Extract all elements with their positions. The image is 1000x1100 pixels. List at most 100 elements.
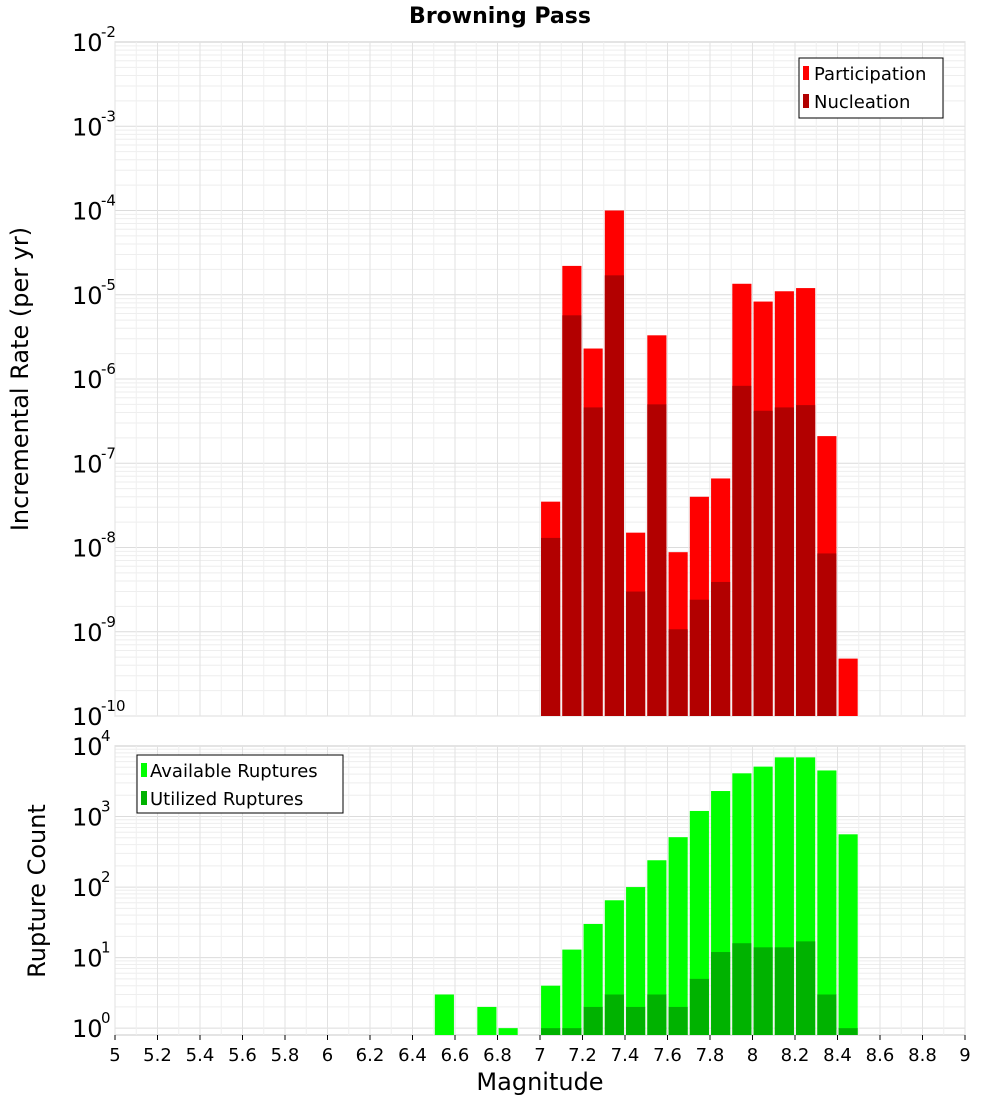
legend-swatch-participation [803,66,809,80]
bar-utilized-ruptures-17 [838,1028,858,1035]
bar-nucleation-0 [541,537,561,716]
y-tick-label: 10 [72,945,103,973]
bar-available-ruptures-9 [668,837,688,1035]
legend-label-participation: Participation [814,64,926,85]
bar-nucleation-13 [817,553,837,716]
bar-available-ruptures-16 [817,770,837,1035]
y-tick-exponent: 4 [101,727,111,745]
y-tick-exponent: 3 [101,798,111,816]
x-tick-label: 6.2 [356,1045,385,1066]
x-tick-label: 6.8 [483,1045,512,1066]
top-grid [114,42,966,717]
bar-nucleation-3 [604,275,624,716]
y-tick-label: 10 [72,804,103,832]
bar-nucleation-1 [562,315,582,716]
bar-utilized-ruptures-9 [668,1006,688,1035]
legend-label-nucleation: Nucleation [814,92,910,113]
x-tick-label: 5.2 [143,1045,172,1066]
x-tick-label: 7.8 [696,1045,725,1066]
bar-available-ruptures-17 [838,834,858,1035]
y-tick-exponent: -4 [101,192,116,210]
x-tick-label: 6.4 [398,1045,427,1066]
bar-available-ruptures-2 [498,1028,518,1035]
x-tick-label: 5 [109,1045,120,1066]
x-axis-title: Magnitude [476,1068,603,1096]
x-tick-label: 6 [322,1045,333,1066]
y-tick-exponent: -2 [101,23,116,41]
x-tick-label: 7 [534,1045,545,1066]
top-y-axis-title: Incremental Rate (per yr) [6,227,34,531]
y-tick-label: 10 [72,703,103,731]
bar-utilized-ruptures-14 [774,947,794,1035]
y-tick-label: 10 [72,1015,103,1043]
x-tick-label: 8.4 [823,1045,852,1066]
bar-utilized-ruptures-4 [562,1028,582,1035]
y-tick-label: 10 [72,113,103,141]
x-tick-label: 5.8 [271,1045,300,1066]
y-tick-exponent: -5 [101,276,116,294]
y-tick-label: 10 [72,450,103,478]
bar-available-ruptures-8 [647,860,667,1035]
y-tick-exponent: -6 [101,360,116,378]
bar-utilized-ruptures-8 [647,994,667,1035]
x-tick-label: 8.2 [781,1045,810,1066]
y-tick-exponent: -3 [101,107,116,125]
y-tick-exponent: 2 [101,868,111,886]
y-tick-label: 10 [72,366,103,394]
x-tick-label: 7.6 [653,1045,682,1066]
legend-swatch-available [141,763,147,777]
x-tick-label: 7.4 [611,1045,640,1066]
y-tick-exponent: -7 [101,444,116,462]
bar-nucleation-8 [711,581,731,716]
bar-utilized-ruptures-6 [604,994,624,1035]
bar-utilized-ruptures-3 [541,1028,561,1035]
bar-utilized-ruptures-16 [817,994,837,1035]
bar-utilized-ruptures-5 [583,1006,603,1035]
bar-nucleation-6 [668,629,688,716]
x-tick-label: 7.2 [568,1045,597,1066]
y-tick-label: 10 [72,535,103,563]
bar-utilized-ruptures-7 [626,1006,646,1035]
bar-utilized-ruptures-15 [796,941,816,1035]
bar-available-ruptures-0 [434,994,454,1035]
y-tick-exponent: -10 [101,697,126,715]
bar-utilized-ruptures-10 [689,978,709,1035]
top-legend: Participation Nucleation [798,57,944,119]
bar-available-ruptures-3 [541,985,561,1035]
y-tick-exponent: -8 [101,529,116,547]
x-tick-label: 5.6 [228,1045,257,1066]
chart-title: Browning Pass [409,4,591,29]
bar-nucleation-4 [626,591,646,716]
y-tick-label: 10 [72,29,103,57]
y-tick-exponent: 0 [101,1009,111,1027]
bottom-legend: Available Ruptures Utilized Ruptures [136,754,344,814]
x-tick-label: 8.8 [908,1045,937,1066]
bar-utilized-ruptures-11 [711,952,731,1035]
x-tick-label: 9 [959,1045,970,1066]
y-tick-exponent: 1 [101,939,111,957]
legend-label-available: Available Ruptures [150,761,318,782]
bottom-grid [114,746,966,1035]
bar-nucleation-2 [583,407,603,716]
y-tick-exponent: -9 [101,613,116,631]
bar-available-ruptures-7 [626,887,646,1035]
bar-nucleation-5 [647,404,667,716]
x-tick-label: 5.4 [186,1045,215,1066]
x-tick-labels: 5 5.2 5.4 5.6 5.8 6 6.2 6.4 6.6 6.8 7 7.2 7.4 7.6 7.8 8… [109,1035,971,1066]
x-tick-label: 6.6 [441,1045,470,1066]
bar-available-ruptures-4 [562,949,582,1035]
x-tick-label: 8.6 [866,1045,895,1066]
bar-utilized-ruptures-13 [753,947,773,1035]
legend-label-utilized: Utilized Ruptures [150,789,303,810]
bar-nucleation-7 [689,599,709,716]
bar-nucleation-10 [753,410,773,716]
bottom-bars [434,757,858,1035]
y-tick-label: 10 [72,874,103,902]
bar-nucleation-9 [732,385,752,716]
top-bars [541,210,858,716]
bar-nucleation-12 [796,405,816,716]
y-tick-label: 10 [72,198,103,226]
bar-participation-14 [838,658,858,716]
